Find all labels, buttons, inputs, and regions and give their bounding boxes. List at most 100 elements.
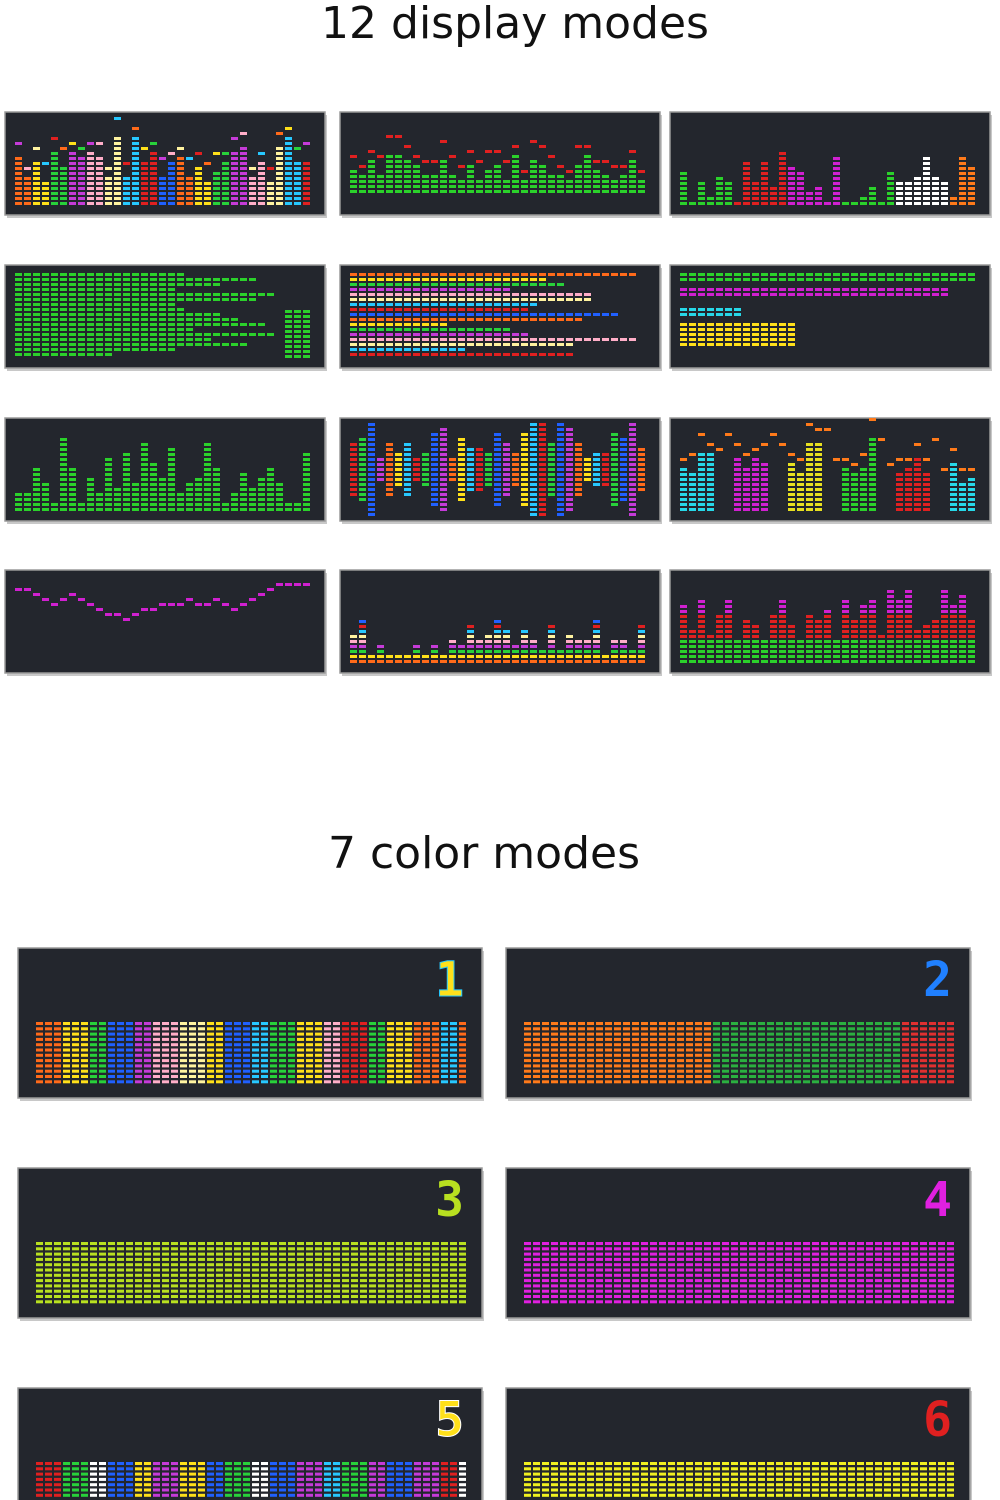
led-segment	[503, 478, 510, 481]
led-segment	[24, 493, 31, 496]
led-segment	[396, 1048, 403, 1052]
led-segment	[539, 458, 546, 461]
led-segment	[240, 132, 247, 135]
led-segment	[806, 625, 813, 628]
led-segment	[189, 1295, 196, 1298]
led-segment	[180, 1247, 187, 1251]
led-segment	[923, 660, 930, 663]
led-segment	[539, 513, 546, 516]
led-segment	[162, 1069, 169, 1073]
led-segment	[333, 1295, 340, 1298]
led-segment	[395, 135, 402, 138]
led-segment	[414, 1022, 421, 1025]
led-segment	[377, 655, 384, 658]
led-segment	[150, 493, 157, 496]
led-segment	[168, 473, 175, 476]
led-segment	[159, 273, 166, 276]
led-segment	[569, 1069, 576, 1073]
led-segment	[99, 1284, 106, 1288]
led-segment	[114, 152, 121, 155]
led-segment	[851, 483, 858, 486]
led-segment	[440, 165, 447, 168]
led-segment	[752, 273, 759, 276]
led-segment	[69, 172, 76, 175]
led-segment	[620, 185, 627, 188]
led-segment	[279, 1027, 286, 1031]
led-segment	[378, 1037, 385, 1041]
led-segment	[294, 340, 301, 343]
led-segment	[303, 197, 310, 200]
led-segment	[351, 1300, 358, 1304]
led-segment	[159, 278, 166, 281]
led-segment	[234, 1022, 241, 1025]
led-segment	[932, 187, 939, 190]
led-segment	[449, 473, 456, 476]
led-segment	[530, 160, 537, 163]
led-segment	[24, 192, 31, 195]
led-segment	[368, 328, 375, 331]
led-segment	[231, 167, 238, 170]
led-segment	[725, 187, 732, 190]
led-segment	[689, 308, 696, 311]
led-segment	[629, 185, 636, 188]
led-segment	[78, 202, 85, 205]
led-segment	[869, 288, 876, 291]
led-segment	[213, 503, 220, 506]
led-segment	[887, 172, 894, 175]
led-segment	[359, 313, 366, 316]
led-segment	[243, 1242, 250, 1245]
led-segment	[896, 187, 903, 190]
led-segment	[884, 1027, 891, 1031]
led-segment	[108, 1022, 115, 1025]
led-segment	[360, 1053, 367, 1057]
led-segment	[123, 298, 130, 301]
led-segment	[833, 182, 840, 185]
led-segment	[368, 453, 375, 456]
led-segment	[725, 620, 732, 623]
led-segment	[887, 640, 894, 643]
led-segment	[96, 323, 103, 326]
led-segment	[213, 323, 220, 326]
led-segment	[830, 1032, 837, 1036]
led-segment	[578, 1069, 585, 1073]
led-segment	[752, 448, 759, 451]
led-segment	[87, 483, 94, 486]
led-segment	[15, 288, 22, 291]
led-segment	[422, 468, 429, 471]
led-segment	[377, 155, 384, 158]
led-segment	[494, 170, 501, 173]
led-segment	[539, 433, 546, 436]
led-segment	[288, 1064, 295, 1068]
led-segment	[141, 303, 148, 306]
led-segment	[123, 473, 130, 476]
led-segment	[575, 645, 582, 648]
led-segment	[524, 1032, 531, 1036]
led-segment	[117, 1289, 124, 1293]
led-segment	[186, 498, 193, 501]
led-segment	[659, 1048, 666, 1052]
led-segment	[69, 142, 76, 145]
led-segment	[740, 1053, 747, 1057]
led-segment	[33, 473, 40, 476]
led-segment	[225, 1069, 232, 1073]
led-segment	[866, 1027, 873, 1031]
led-segment	[611, 190, 618, 193]
led-segment	[69, 303, 76, 306]
led-segment	[932, 468, 939, 471]
led-segment	[851, 660, 858, 663]
led-segment	[857, 1048, 864, 1052]
led-segment	[524, 1037, 531, 1041]
led-segment	[758, 1048, 765, 1052]
led-segment	[150, 323, 157, 326]
led-segment	[521, 478, 528, 481]
led-segment	[524, 1247, 531, 1251]
led-segment	[162, 1300, 169, 1304]
led-segment	[707, 503, 714, 506]
led-segment	[884, 1069, 891, 1073]
mode-number: 1	[435, 952, 464, 1008]
led-segment	[734, 333, 741, 336]
led-segment	[81, 1059, 88, 1063]
led-segment	[869, 192, 876, 195]
led-segment	[168, 197, 175, 200]
led-segment	[494, 433, 501, 436]
